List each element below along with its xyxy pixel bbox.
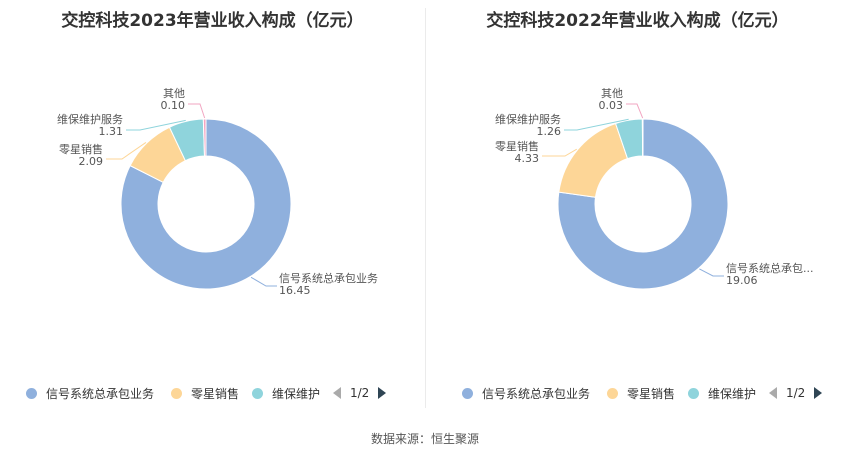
label-leader-line bbox=[626, 103, 644, 119]
pie-slice[interactable] bbox=[641, 118, 644, 157]
legend-label: 信号系统总承包业务 bbox=[46, 386, 155, 401]
legend-label: 维保维护 bbox=[708, 386, 757, 401]
prev-page-icon[interactable] bbox=[333, 387, 341, 399]
chart-title: 交控科技2023年营业收入构成（亿元） bbox=[61, 11, 364, 31]
pie-slice[interactable] bbox=[120, 118, 292, 290]
slice-label: 信号系统总承包业务 bbox=[279, 271, 378, 285]
slice-label: 零星销售 bbox=[59, 142, 103, 156]
legend-dot-icon bbox=[462, 387, 473, 399]
slice-value-label: 2.09 bbox=[79, 155, 104, 168]
prev-page-icon[interactable] bbox=[769, 387, 777, 399]
next-page-icon[interactable] bbox=[378, 387, 387, 399]
legend-label: 零星销售 bbox=[627, 386, 676, 401]
pie-slice[interactable] bbox=[557, 118, 729, 290]
slice-label: 其他 bbox=[601, 87, 623, 100]
legend-item-maint[interactable]: 维保维护 bbox=[688, 383, 756, 403]
chart-title: 交控科技2022年营业收入构成（亿元） bbox=[486, 11, 789, 31]
slice-value-label: 0.03 bbox=[599, 99, 624, 112]
legend-item-signal[interactable]: 信号系统总承包业务 bbox=[462, 383, 590, 403]
chart-legend: 信号系统总承包业务 零星销售 维保维护 1/2 bbox=[425, 383, 850, 403]
chart-panel-2023: 交控科技2023年营业收入构成（亿元） 信号系统总承包业务 16.45 零星销售 2.… bbox=[0, 0, 425, 420]
legend-label: 维保维护 bbox=[272, 386, 321, 401]
slice-label: 维保维护服务 bbox=[57, 112, 123, 126]
legend-dot-icon bbox=[252, 387, 263, 399]
slice-value-label: 0.10 bbox=[161, 99, 186, 112]
label-leader-line bbox=[188, 103, 206, 119]
legend-dot-icon bbox=[688, 387, 699, 399]
slice-value-label: 1.31 bbox=[99, 125, 124, 138]
legend-item-retail[interactable]: 零星销售 bbox=[171, 383, 239, 403]
slice-value-label: 4.33 bbox=[515, 152, 540, 165]
panel-divider bbox=[425, 8, 426, 408]
label-leader-line bbox=[564, 118, 629, 131]
legend-item-maint[interactable]: 维保维护 bbox=[252, 383, 320, 403]
next-page-icon[interactable] bbox=[814, 387, 823, 399]
slice-value-label: 1.26 bbox=[537, 125, 562, 138]
slice-label: 维保维护服务 bbox=[495, 112, 561, 126]
slice-value-label: 19.06 bbox=[726, 274, 758, 287]
data-source-note: 数据来源：恒生聚源 bbox=[370, 432, 479, 446]
legend-dot-icon bbox=[26, 387, 37, 399]
pie-slice[interactable] bbox=[558, 122, 629, 198]
legend-page-indicator: 1/2 bbox=[786, 386, 806, 400]
legend-page-indicator: 1/2 bbox=[350, 386, 370, 400]
slice-label: 其他 bbox=[163, 87, 185, 100]
legend-pager: 1/2 bbox=[769, 383, 823, 403]
slice-label: 信号系统总承包... bbox=[726, 261, 814, 275]
chart-panel-2022: 交控科技2022年营业收入构成（亿元） 信号系统总承包... 19.06 零星销售 4… bbox=[425, 0, 850, 420]
legend-item-signal[interactable]: 信号系统总承包业务 bbox=[26, 383, 154, 403]
legend-item-retail[interactable]: 零星销售 bbox=[607, 383, 675, 403]
slice-value-label: 16.45 bbox=[279, 284, 311, 297]
label-leader-line bbox=[542, 148, 577, 157]
legend-pager: 1/2 bbox=[333, 383, 387, 403]
label-leader-line bbox=[126, 119, 186, 131]
legend-label: 零星销售 bbox=[191, 386, 240, 401]
chart-legend: 信号系统总承包业务 零星销售 维保维护 1/2 bbox=[0, 383, 425, 403]
legend-dot-icon bbox=[607, 387, 618, 399]
legend-dot-icon bbox=[171, 387, 182, 399]
label-leader-line bbox=[106, 142, 147, 160]
slice-label: 零星销售 bbox=[495, 139, 539, 153]
pie-slice[interactable] bbox=[202, 118, 207, 157]
label-leader-line bbox=[699, 268, 724, 277]
label-leader-line bbox=[250, 276, 277, 287]
legend-label: 信号系统总承包业务 bbox=[482, 386, 591, 401]
